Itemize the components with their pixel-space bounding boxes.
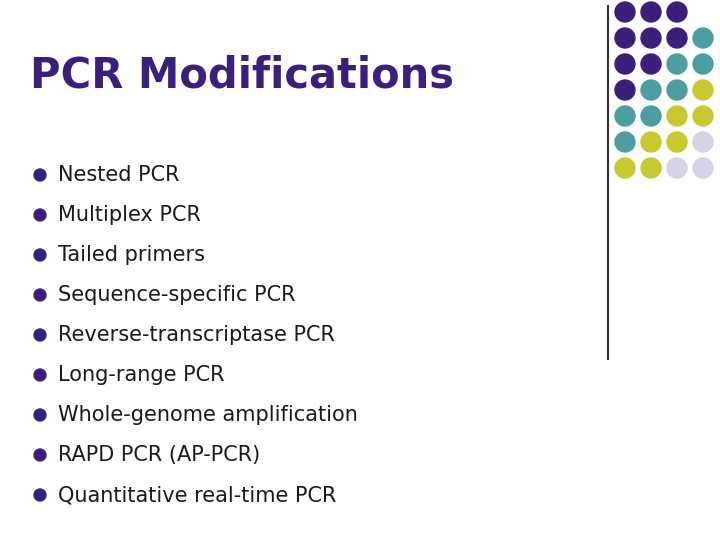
Circle shape — [667, 158, 687, 178]
Circle shape — [693, 106, 713, 126]
Circle shape — [641, 28, 661, 48]
Circle shape — [641, 2, 661, 22]
Text: RAPD PCR (AP-PCR): RAPD PCR (AP-PCR) — [58, 445, 260, 465]
Circle shape — [641, 80, 661, 100]
Text: Nested PCR: Nested PCR — [58, 165, 179, 185]
Circle shape — [693, 158, 713, 178]
Circle shape — [615, 106, 635, 126]
Text: Quantitative real-time PCR: Quantitative real-time PCR — [58, 485, 336, 505]
Text: PCR Modifications: PCR Modifications — [30, 54, 454, 96]
Circle shape — [667, 28, 687, 48]
Text: Multiplex PCR: Multiplex PCR — [58, 205, 201, 225]
Text: Sequence-specific PCR: Sequence-specific PCR — [58, 285, 295, 305]
Circle shape — [641, 54, 661, 74]
Circle shape — [615, 54, 635, 74]
Circle shape — [693, 28, 713, 48]
Circle shape — [34, 489, 46, 501]
Circle shape — [615, 132, 635, 152]
Circle shape — [615, 28, 635, 48]
Circle shape — [34, 369, 46, 381]
Circle shape — [641, 132, 661, 152]
Circle shape — [667, 106, 687, 126]
Circle shape — [34, 169, 46, 181]
Circle shape — [615, 80, 635, 100]
Circle shape — [667, 132, 687, 152]
Circle shape — [667, 54, 687, 74]
Text: Long-range PCR: Long-range PCR — [58, 365, 225, 385]
Circle shape — [34, 329, 46, 341]
Circle shape — [615, 158, 635, 178]
Circle shape — [34, 249, 46, 261]
Circle shape — [693, 54, 713, 74]
Circle shape — [667, 2, 687, 22]
Circle shape — [641, 158, 661, 178]
Circle shape — [34, 449, 46, 461]
Circle shape — [34, 209, 46, 221]
Text: Reverse-transcriptase PCR: Reverse-transcriptase PCR — [58, 325, 335, 345]
Circle shape — [641, 106, 661, 126]
Circle shape — [34, 409, 46, 421]
Text: Whole-genome amplification: Whole-genome amplification — [58, 405, 358, 425]
Circle shape — [693, 80, 713, 100]
Circle shape — [34, 289, 46, 301]
Text: Tailed primers: Tailed primers — [58, 245, 205, 265]
Circle shape — [615, 2, 635, 22]
Circle shape — [693, 132, 713, 152]
Circle shape — [667, 80, 687, 100]
